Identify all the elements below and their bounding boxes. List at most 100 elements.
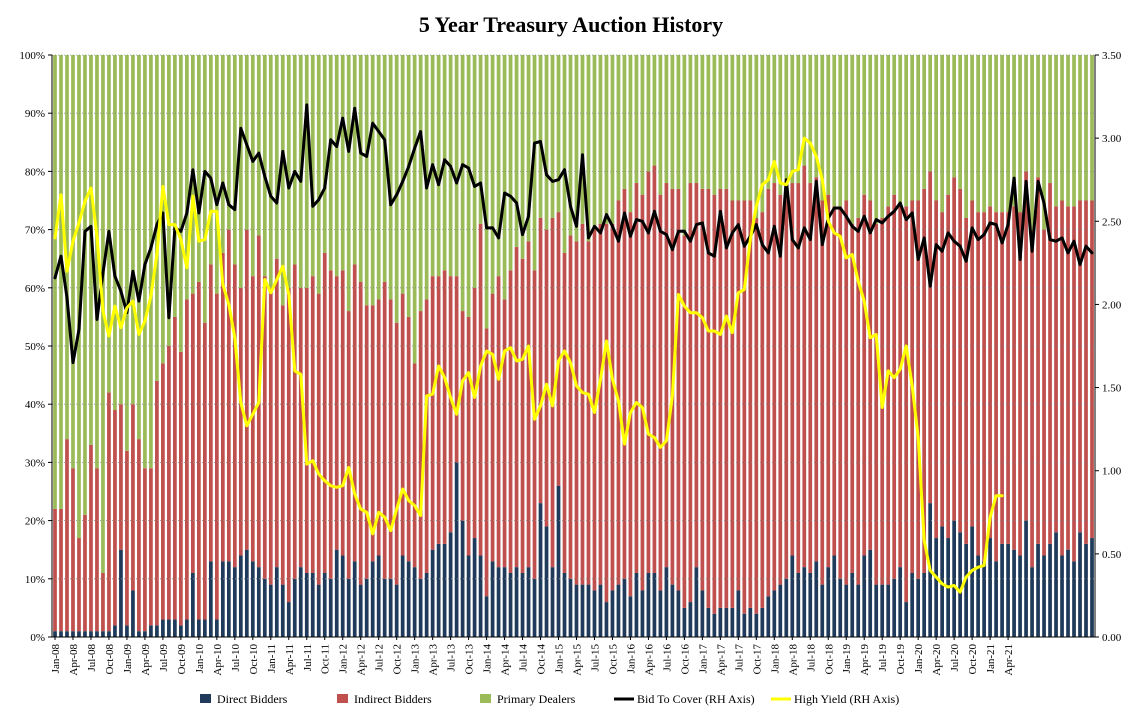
bar-direct-bidders xyxy=(952,520,956,637)
bar-primary-dealers xyxy=(922,55,927,189)
x-axis-tick-label: Jul-10 xyxy=(230,644,242,672)
bar-primary-dealers xyxy=(1060,55,1064,201)
bar-primary-dealers xyxy=(1012,55,1016,207)
bar-direct-bidders xyxy=(214,619,219,637)
line-bid-to-cover xyxy=(53,103,1094,365)
bar-direct-bidders xyxy=(262,578,267,637)
right-axis-tick-label: 1.00 xyxy=(1102,466,1122,478)
bar-primary-dealers xyxy=(646,55,651,172)
x-axis-tick-label: Apr-11 xyxy=(284,644,296,675)
bar-primary-dealers xyxy=(958,55,962,189)
bar-direct-bidders xyxy=(334,549,339,637)
bar-indirect-bidders xyxy=(532,270,537,579)
bar-primary-dealers xyxy=(580,55,585,224)
bar-indirect-bidders xyxy=(952,177,956,521)
bar-direct-bidders xyxy=(574,584,579,637)
bar-direct-bidders xyxy=(676,590,681,637)
bar-direct-bidders xyxy=(1072,561,1076,637)
bar-indirect-bidders xyxy=(226,229,231,562)
x-axis-tick-label: Jul-12 xyxy=(374,644,386,672)
bar-primary-dealers xyxy=(358,55,363,282)
bar-primary-dealers xyxy=(700,55,705,189)
bar-indirect-bidders xyxy=(352,264,357,562)
bar-primary-dealers xyxy=(238,55,243,288)
x-axis-tick-label: Apr-15 xyxy=(572,644,584,676)
left-axis-tick-label: 20% xyxy=(25,516,45,528)
x-axis-tick-label: Jul-09 xyxy=(158,644,170,672)
bar-indirect-bidders xyxy=(730,200,735,608)
bar-primary-dealers xyxy=(274,55,279,259)
bar-direct-bidders xyxy=(712,613,717,637)
bar-primary-dealers xyxy=(754,55,759,218)
bar-indirect-bidders xyxy=(113,410,117,626)
bar-primary-dealers xyxy=(538,55,543,218)
bar-primary-dealers xyxy=(1024,55,1028,172)
bar-primary-dealers xyxy=(1048,55,1052,184)
bar-indirect-bidders xyxy=(736,200,741,591)
bar-indirect-bidders xyxy=(802,165,807,568)
left-axis-tick-label: 30% xyxy=(25,457,45,469)
bar-indirect-bidders xyxy=(376,299,381,556)
bar-primary-dealers xyxy=(550,55,555,218)
bar-indirect-bidders xyxy=(298,287,303,568)
bar-indirect-bidders xyxy=(478,223,483,556)
left-axis-tick-label: 40% xyxy=(25,399,45,411)
bar-primary-dealers xyxy=(280,55,285,306)
bar-primary-dealers xyxy=(904,55,909,207)
bar-primary-dealers xyxy=(748,55,753,201)
bar-primary-dealers xyxy=(1054,55,1058,207)
bar-primary-dealers xyxy=(598,55,603,224)
bar-primary-dealers xyxy=(484,55,489,329)
bar-primary-dealers xyxy=(526,55,531,242)
bar-primary-dealers xyxy=(155,55,159,381)
bar-primary-dealers xyxy=(418,55,423,312)
bar-primary-dealers xyxy=(910,55,915,201)
bar-indirect-bidders xyxy=(994,212,998,562)
bar-indirect-bidders xyxy=(658,194,663,591)
bar-primary-dealers xyxy=(1006,55,1010,213)
bar-direct-bidders xyxy=(994,561,998,637)
bar-primary-dealers xyxy=(514,55,519,248)
bar-primary-dealers xyxy=(286,55,291,288)
bar-indirect-bidders xyxy=(886,206,891,585)
bar-indirect-bidders xyxy=(988,206,992,539)
bar-indirect-bidders xyxy=(430,276,435,550)
bar-primary-dealers xyxy=(77,55,81,539)
x-axis-tick-label: Jan-18 xyxy=(769,644,781,674)
bar-indirect-bidders xyxy=(424,299,429,573)
x-axis-tick-label: Jan-12 xyxy=(338,644,350,673)
bar-direct-bidders xyxy=(478,555,483,637)
bar-indirect-bidders xyxy=(125,450,129,626)
x-axis-tick-label: Jan-16 xyxy=(625,644,637,674)
bar-indirect-bidders xyxy=(214,293,219,620)
bar-direct-bidders xyxy=(274,567,279,637)
bar-indirect-bidders xyxy=(586,241,591,585)
bar-primary-dealers xyxy=(352,55,357,265)
bar-direct-bidders xyxy=(376,555,381,637)
bar-primary-dealers xyxy=(310,55,315,277)
bar-primary-dealers xyxy=(586,55,591,242)
bar-primary-dealers xyxy=(808,55,813,184)
bar-indirect-bidders xyxy=(916,200,921,579)
bar-indirect-bidders xyxy=(922,188,927,573)
chart-title: 5 Year Treasury Auction History xyxy=(419,12,723,37)
x-axis-tick-label: Jan-11 xyxy=(266,644,278,673)
bar-primary-dealers xyxy=(334,55,339,277)
bar-indirect-bidders xyxy=(598,223,603,585)
bar-primary-dealers xyxy=(185,55,189,300)
bar-direct-bidders xyxy=(730,607,735,637)
bar-primary-dealers xyxy=(874,55,879,224)
bar-indirect-bidders xyxy=(610,223,615,591)
bar-direct-bidders xyxy=(532,578,537,637)
bar-indirect-bidders xyxy=(778,194,783,585)
bar-indirect-bidders xyxy=(328,270,333,579)
bar-indirect-bidders xyxy=(502,299,507,568)
bar-direct-bidders xyxy=(880,584,885,637)
right-axis-tick-label: 2.00 xyxy=(1102,299,1122,311)
bar-primary-dealers xyxy=(892,55,897,195)
bar-direct-bidders xyxy=(790,555,795,637)
x-axis-tick-label: Jul-15 xyxy=(590,644,602,672)
bar-primary-dealers xyxy=(316,55,321,294)
bar-indirect-bidders xyxy=(784,194,789,579)
bar-direct-bidders xyxy=(862,555,867,637)
